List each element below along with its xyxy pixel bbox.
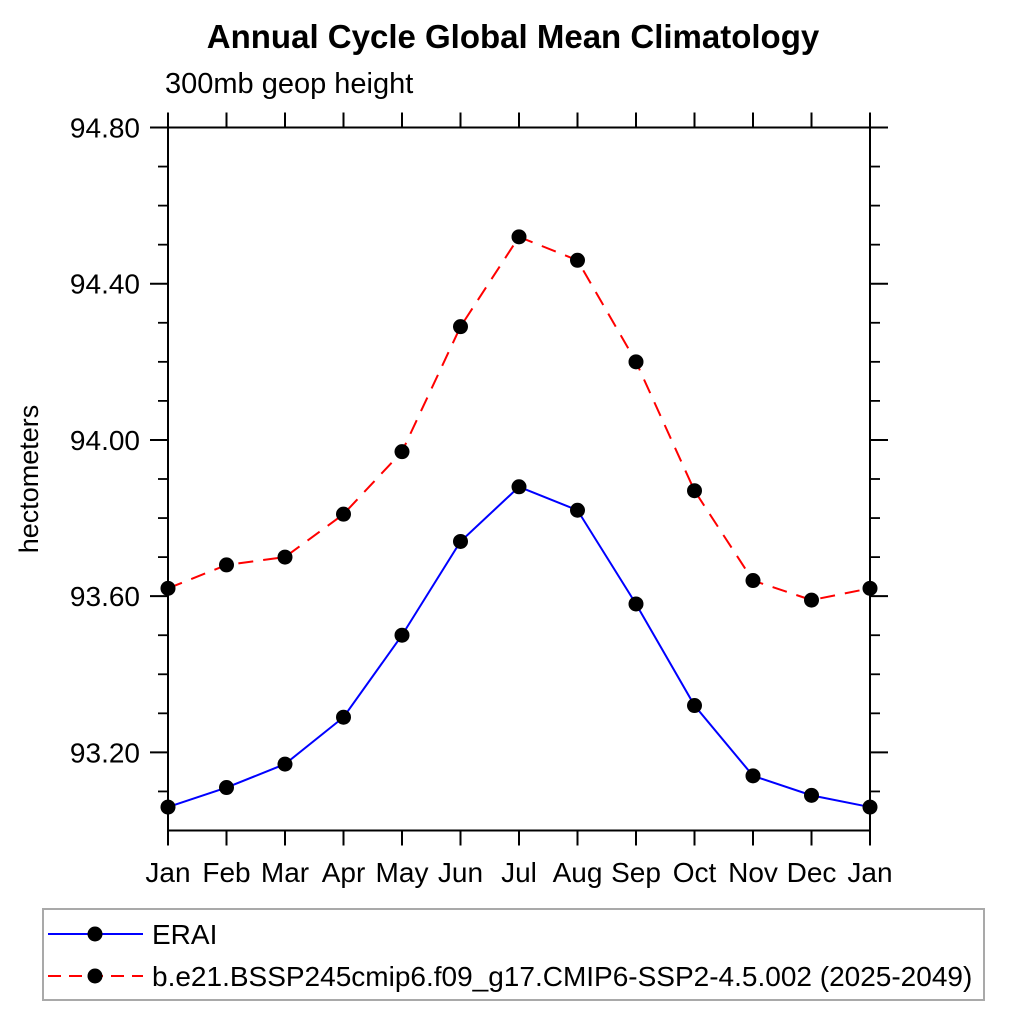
data-point-marker [453,533,468,549]
x-tick-label: Aug [553,857,603,888]
data-point-marker [336,506,351,522]
series-line-model [167,235,871,602]
data-point-marker [219,557,234,573]
data-point-marker [453,319,468,335]
y-tick-label: 93.20 [70,737,140,768]
plot-border [167,126,871,832]
x-tick-label: Jan [847,857,892,888]
plot-frame [167,126,871,832]
series-line-erai [167,485,871,809]
x-tick-label: Apr [322,857,366,888]
axis-tick-labels: 93.20 93.60 94.00 94.40 94.80 Jan Feb Mar Apr May… [70,113,893,889]
data-point-marker [570,502,585,518]
data-point-marker [511,479,527,495]
y-tick-label: 94.80 [70,113,140,144]
data-point-marker [160,799,176,815]
data-point-marker [628,596,644,612]
legend-box [42,908,985,1001]
legend-label-erai: ERAI [152,919,217,950]
chart-subtitle: 300mb geop height [165,68,413,100]
data-point-marker [687,483,702,499]
x-tick-label: Nov [728,857,778,888]
legend-marker-erai [87,926,103,942]
data-point-marker [570,252,585,268]
data-point-marker [160,580,176,596]
data-point-marker [511,229,527,245]
data-series [160,229,878,815]
data-point-marker [862,799,878,815]
x-tick-label: Jul [501,857,537,888]
data-point-marker [277,549,293,565]
data-point-marker [687,698,702,714]
data-point-marker [219,780,234,796]
data-point-marker [394,444,410,460]
y-tick-label: 93.60 [70,581,140,612]
data-point-marker [804,787,819,803]
x-tick-label: Mar [261,857,309,888]
y-tick-label: 94.00 [70,425,140,456]
axis-ticks [150,112,888,846]
y-axis-title: hectometers [14,405,44,554]
legend: ERAI b.e21.BSSP245cmip6.f09_g17.CMIP6-SS… [42,908,985,1001]
legend-marker-model [87,968,103,984]
x-tick-label: May [376,857,429,888]
x-tick-label: Jun [438,857,483,888]
data-point-marker [394,627,410,643]
y-tick-label: 94.40 [70,269,140,300]
data-point-marker [277,756,293,772]
x-tick-label: Jan [145,857,190,888]
legend-label-model: b.e21.BSSP245cmip6.f09_g17.CMIP6-SSP2-4.… [152,961,972,992]
x-tick-label: Oct [673,857,717,888]
data-point-marker [628,354,644,370]
chart-title: Annual Cycle Global Mean Climatology [207,18,820,55]
data-point-marker [745,573,761,589]
data-point-marker [336,709,351,725]
data-point-marker [804,592,819,608]
data-point-marker [745,768,761,784]
x-tick-label: Sep [611,857,661,888]
x-tick-label: Dec [787,857,837,888]
data-point-marker [862,580,878,596]
x-tick-label: Feb [202,857,250,888]
